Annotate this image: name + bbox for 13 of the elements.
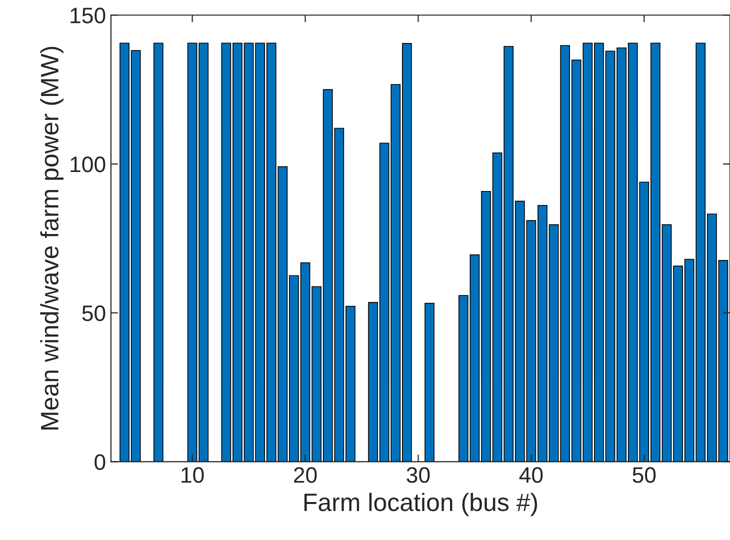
x-tick-label: 10 <box>182 467 204 483</box>
y-tick-label: 50 <box>82 305 106 322</box>
y-tick-label: 100 <box>70 156 106 172</box>
x-tick-label: 20 <box>294 467 317 483</box>
y-axis-title: Mean wind/wave farm power (MW) <box>40 46 64 430</box>
x-axis-title: Farm location (bus #) <box>304 492 538 516</box>
bar <box>153 42 164 462</box>
y-tick-label: 0 <box>94 454 106 470</box>
x-tick-label: 40 <box>519 467 543 483</box>
y-tick-label: 150 <box>70 8 106 24</box>
x-tick-label: 50 <box>632 467 656 483</box>
bar <box>424 302 434 462</box>
x-tick-label: 30 <box>406 467 430 483</box>
